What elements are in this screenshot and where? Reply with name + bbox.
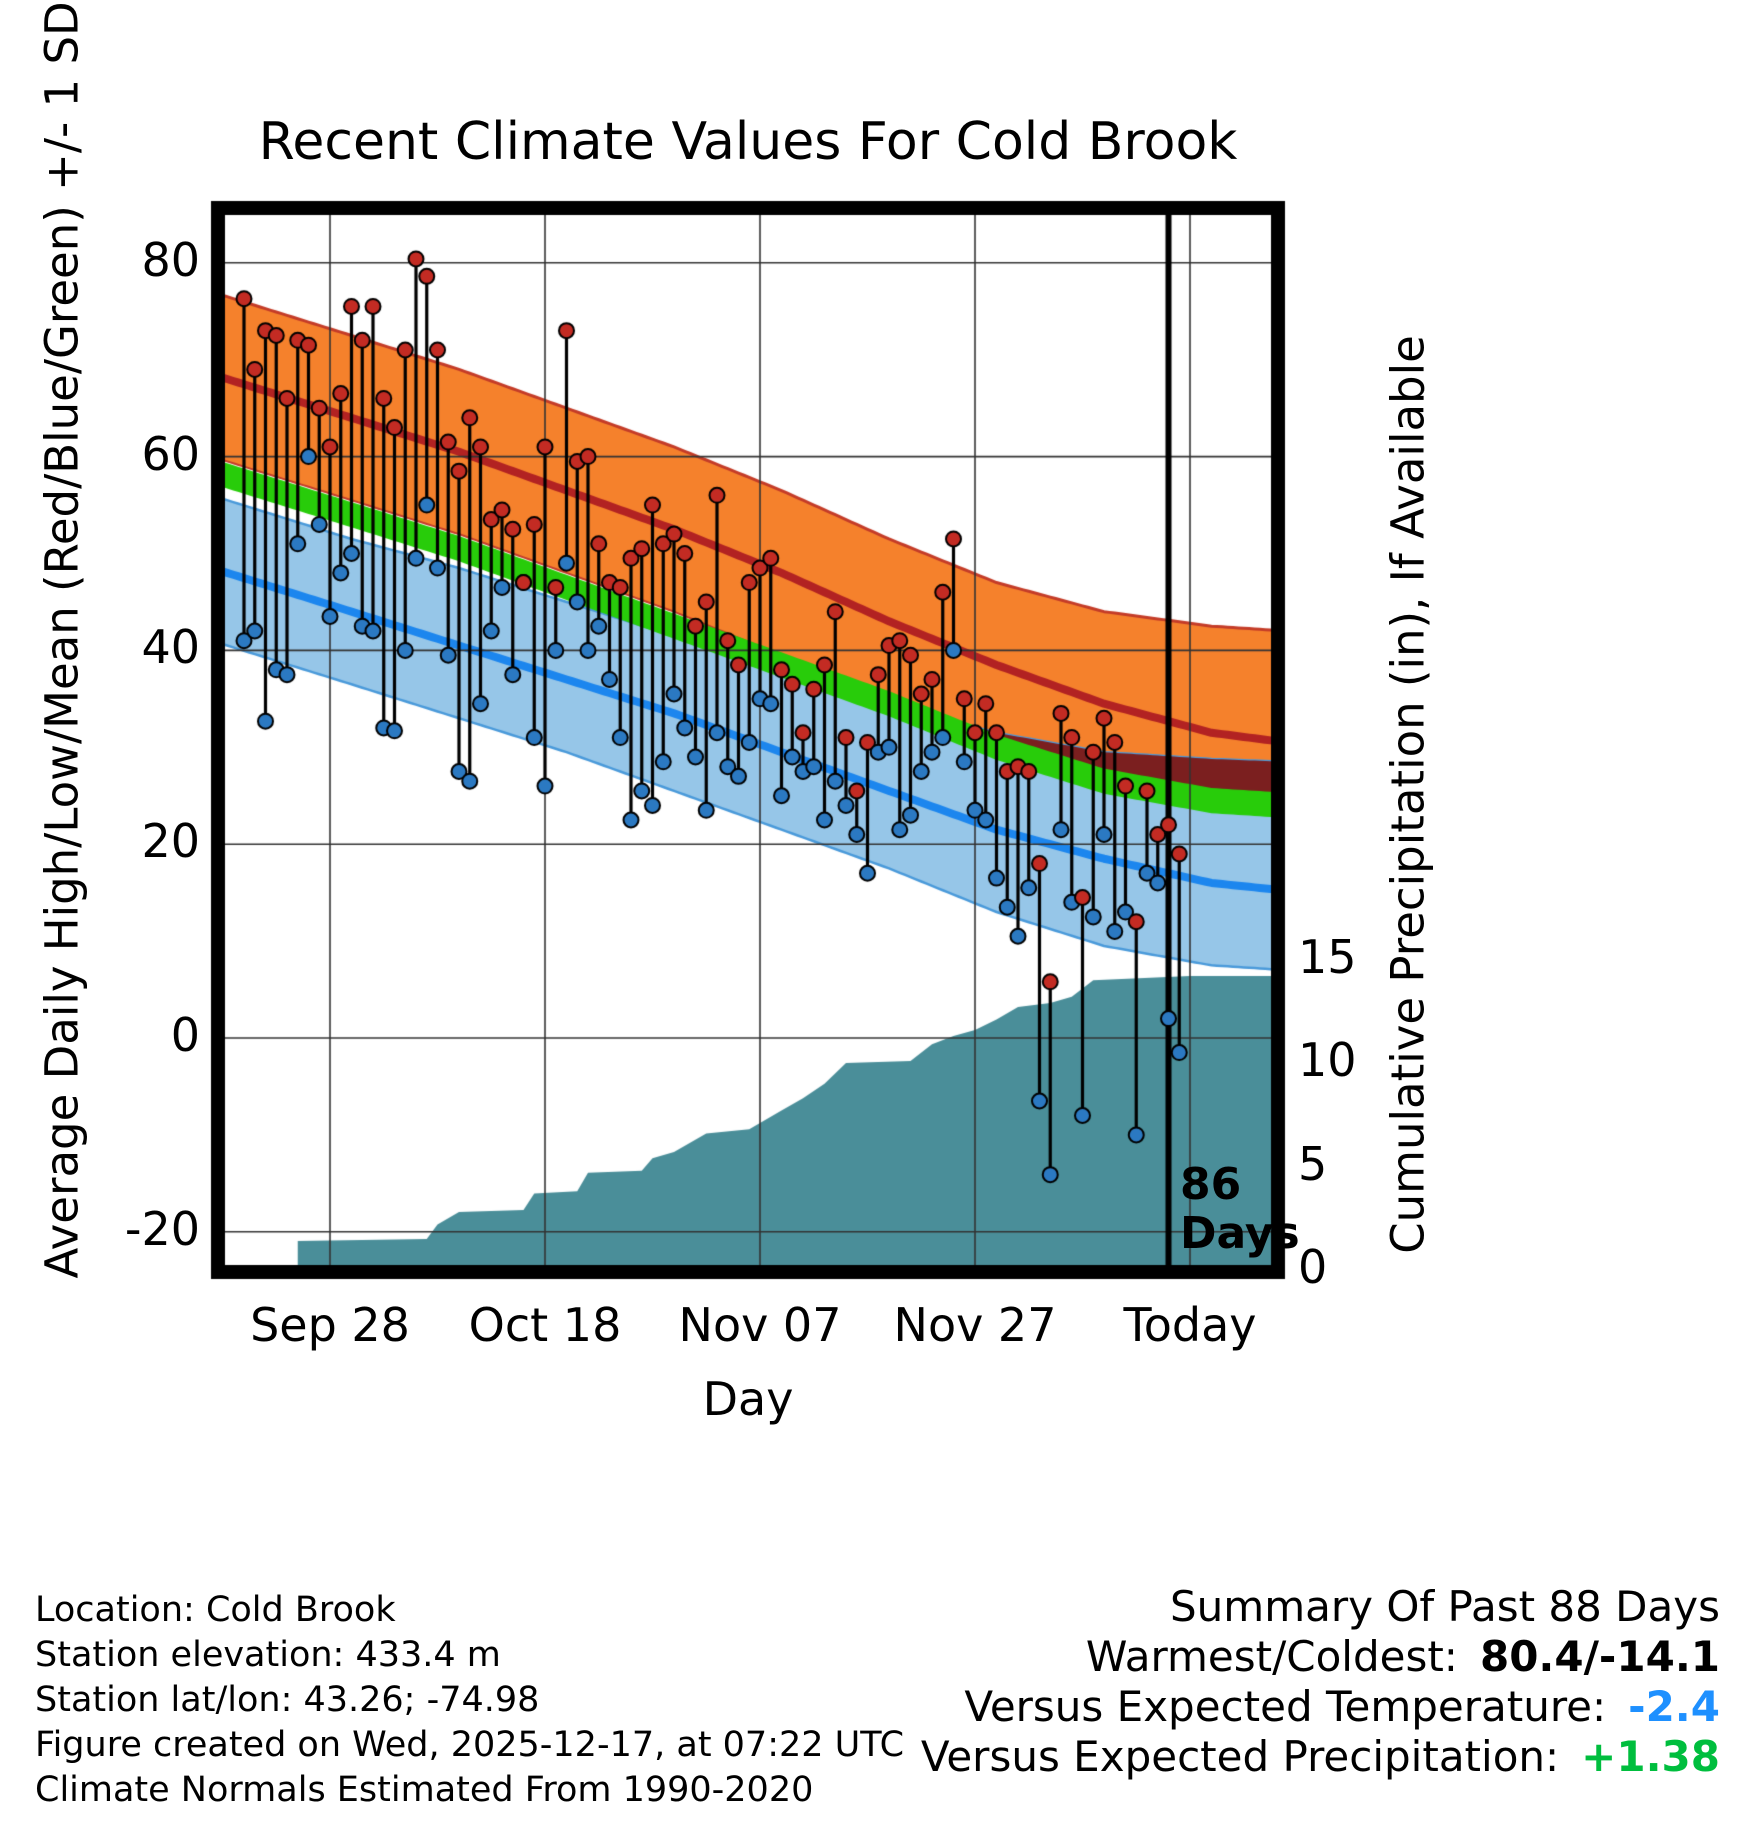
summary-warmest-coldest: Warmest/Coldest: 80.4/-14.1 (921, 1632, 1720, 1682)
days-annotation-number: 86 (1180, 1159, 1242, 1210)
y-left-tick-label: 60 (141, 426, 200, 481)
x-tick-label: Nov 07 (678, 1298, 842, 1352)
y-left-tick-label: 0 (170, 1008, 200, 1062)
summary-vs-temp: Versus Expected Temperature: -2.4 (921, 1682, 1720, 1732)
station-elevation: Station elevation: 433.4 m (35, 1635, 501, 1675)
y-right-tick-label: 0 (1298, 1240, 1328, 1294)
y-right-tick-label: 10 (1298, 1033, 1357, 1087)
summary-value: +1.38 (1581, 1732, 1720, 1781)
summary-value: 80.4/-14.1 (1479, 1632, 1720, 1681)
y-right-tick-label: 15 (1298, 929, 1357, 984)
summary-title: Summary Of Past 88 Days (1170, 1582, 1720, 1631)
y-left-tick-label: -20 (124, 1201, 200, 1256)
y-left-tick-label: 80 (141, 232, 200, 287)
figure-created: Figure created on Wed, 2025-12-17, at 07… (35, 1725, 905, 1765)
y-left-tick-label: 20 (141, 814, 200, 869)
summary-vs-precip: Versus Expected Precipitation: +1.38 (921, 1732, 1720, 1782)
left-axis-label: Average Daily High/Low/Mean (Red/Blue/Gr… (35, 1, 89, 1279)
x-tick-label: Nov 27 (893, 1298, 1057, 1352)
station-latlon: Station lat/lon: 43.26; -74.98 (35, 1680, 540, 1720)
summary-label: Warmest/Coldest: (1085, 1632, 1458, 1681)
days-annotation: 86 Days (1180, 1160, 1300, 1259)
climate-normals-note: Climate Normals Estimated From 1990-2020 (35, 1770, 814, 1810)
summary-block: Summary Of Past 88 Days Warmest/Coldest:… (921, 1582, 1720, 1782)
summary-label: Versus Expected Temperature: (964, 1682, 1607, 1731)
summary-label: Versus Expected Precipitation: (920, 1732, 1560, 1781)
y-right-tick-label: 5 (1298, 1136, 1328, 1191)
station-location: Location: Cold Brook (35, 1590, 396, 1630)
days-annotation-word: Days (1180, 1208, 1300, 1260)
x-tick-label: Sep 28 (250, 1298, 410, 1352)
x-axis-label: Day (702, 1372, 794, 1426)
station-info-block: Location: Cold Brook Station elevation: … (35, 1588, 904, 1813)
x-tick-label: Today (1123, 1298, 1257, 1352)
x-tick-label: Oct 18 (468, 1298, 622, 1352)
page-title: Recent Climate Values For Cold Brook (258, 112, 1238, 172)
y-left-tick-label: 40 (141, 620, 200, 675)
summary-value: -2.4 (1628, 1682, 1720, 1731)
